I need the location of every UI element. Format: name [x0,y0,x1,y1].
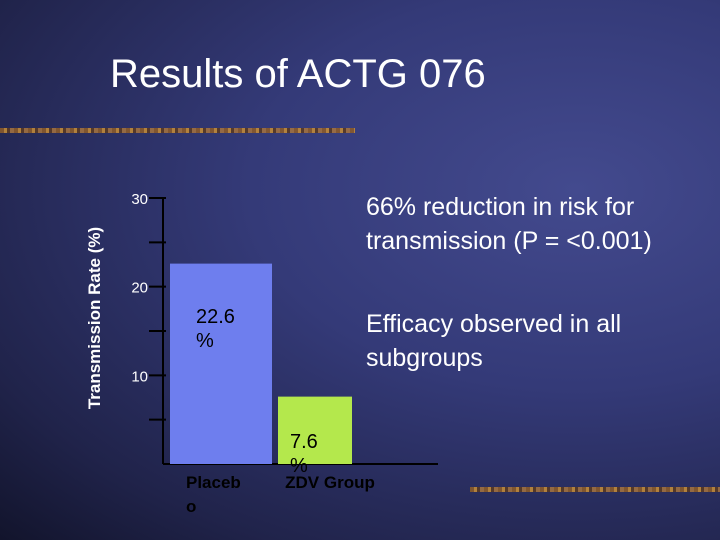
decorative-rule-top [0,128,355,133]
bar-zdv [278,396,352,464]
x-tick-label-zdv: ZDV Group [285,473,375,492]
note-efficacy: Efficacy observed in all subgroups [366,310,622,372]
bar-placebo [170,263,272,464]
decorative-rule-bottom [470,487,720,492]
y-tick-label-20: 20 [131,280,148,297]
y-tick-label-10: 10 [131,368,148,385]
y-tick-label-30: 30 [131,191,148,208]
slide-title: Results of ACTG 076 [110,52,486,96]
note-risk-reduction: 66% reduction in risk for transmission (… [366,193,652,255]
data-label-placebo: 22.6% [196,306,235,352]
data-label-zdv: 7.6% [290,431,318,477]
x-tick-label-placebo: Placeb o [186,473,241,516]
